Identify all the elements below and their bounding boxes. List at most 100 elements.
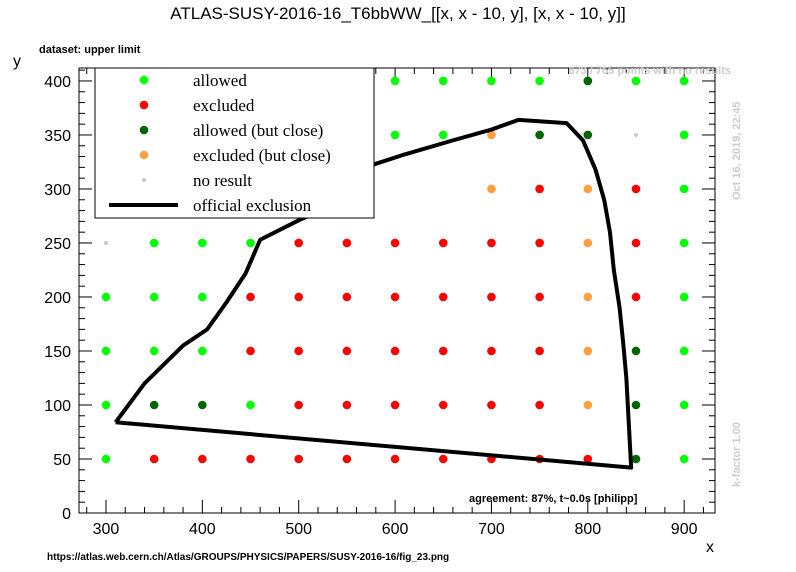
data-point	[390, 454, 400, 464]
data-point	[198, 292, 207, 302]
x-tick-label: 600	[382, 521, 409, 538]
data-point	[583, 238, 593, 248]
data-point	[487, 346, 496, 356]
data-point	[101, 400, 111, 410]
data-point	[438, 454, 448, 464]
data-point	[103, 240, 109, 246]
data-point	[583, 346, 593, 356]
legend: allowed excluded allowed (but close) exclud…	[94, 67, 375, 219]
data-point	[101, 292, 111, 302]
data-point	[535, 400, 544, 410]
data-point	[294, 454, 304, 464]
data-point	[342, 400, 352, 410]
data-point	[487, 238, 496, 248]
y-tick-label: 300	[44, 182, 71, 199]
data-point	[294, 346, 304, 356]
legend-box	[94, 67, 375, 219]
data-point	[679, 238, 689, 248]
data-point	[633, 132, 639, 138]
data-point	[487, 292, 496, 302]
data-point	[198, 346, 207, 356]
agreement-label: agreement: 87%, t~0.0s [philipp]	[469, 493, 638, 505]
data-point	[487, 184, 496, 194]
legend-marker	[139, 125, 149, 135]
legend-label: no result	[193, 171, 252, 190]
legend-marker	[139, 100, 149, 110]
data-point	[438, 400, 448, 410]
data-point	[438, 76, 448, 86]
data-point	[294, 238, 304, 248]
data-point	[679, 130, 689, 140]
source-url: https://atlas.web.cern.ch/Atlas/GROUPS/P…	[47, 552, 449, 563]
x-axis-title: x	[706, 539, 714, 556]
x-tick-label: 900	[671, 521, 698, 538]
chart-title: ATLAS-SUSY-2016-16_T6bbWW_[[x, x - 10, y…	[170, 4, 625, 23]
data-point	[583, 454, 593, 464]
data-point	[246, 238, 255, 248]
legend-label: excluded	[193, 96, 255, 115]
data-point	[149, 454, 159, 464]
y-tick-label: 400	[44, 74, 71, 91]
data-point	[246, 400, 255, 410]
official-exclusion-line	[114, 117, 634, 470]
data-point	[246, 346, 255, 356]
legend-label: official exclusion	[193, 196, 312, 215]
legend-marker	[139, 75, 149, 85]
points-note: 673 / 765 points with no results	[568, 65, 731, 77]
data-point	[246, 292, 255, 302]
data-point	[342, 292, 352, 302]
data-point	[487, 76, 496, 86]
data-point	[487, 130, 496, 140]
data-point	[631, 184, 641, 194]
data-point	[342, 238, 352, 248]
legend-label: allowed (but close)	[193, 121, 323, 140]
y-tick-label: 0	[62, 506, 71, 523]
data-point	[583, 130, 593, 140]
x-tick-label: 300	[93, 521, 120, 538]
data-point	[631, 292, 641, 302]
data-point	[390, 130, 400, 140]
legend-marker	[141, 177, 147, 183]
data-point	[294, 292, 304, 302]
data-point	[149, 238, 159, 248]
y-axis-title: y	[13, 53, 21, 70]
data-point	[535, 130, 544, 140]
legend-label: allowed	[193, 71, 247, 90]
data-point	[535, 76, 544, 86]
data-point	[101, 346, 111, 356]
data-point	[390, 238, 400, 248]
x-tick-label: 500	[285, 521, 312, 538]
data-point	[679, 454, 689, 464]
data-point	[149, 292, 159, 302]
data-point	[149, 346, 159, 356]
data-point	[198, 454, 207, 464]
legend-marker	[139, 150, 149, 160]
axis-tick-labels: 300 400 500 600 700 800 900 0 50 100 150 200 250 300 3…	[44, 74, 697, 538]
data-point	[631, 346, 641, 356]
data-point	[535, 184, 544, 194]
data-point	[631, 238, 641, 248]
data-point	[679, 184, 689, 194]
data-point	[679, 400, 689, 410]
x-tick-label: 800	[574, 521, 601, 538]
data-point	[535, 292, 544, 302]
data-point	[390, 292, 400, 302]
data-point	[390, 346, 400, 356]
data-point	[679, 292, 689, 302]
data-point	[438, 292, 448, 302]
data-point	[679, 76, 689, 86]
timestamp-label: Oct 16, 2019, 22:45	[731, 102, 743, 200]
data-point	[583, 292, 593, 302]
data-point	[342, 346, 352, 356]
legend-label: excluded (but close)	[193, 146, 331, 165]
y-tick-label: 250	[44, 236, 71, 253]
x-tick-label: 700	[478, 521, 505, 538]
data-point	[535, 238, 544, 248]
data-point	[246, 454, 255, 464]
data-point	[149, 400, 159, 410]
data-point	[390, 400, 400, 410]
y-tick-label: 150	[44, 344, 71, 361]
data-point	[679, 346, 689, 356]
data-point	[631, 76, 641, 86]
